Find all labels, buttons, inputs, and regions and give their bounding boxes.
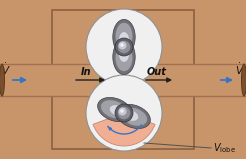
Ellipse shape bbox=[0, 64, 4, 96]
Ellipse shape bbox=[126, 112, 133, 118]
Ellipse shape bbox=[116, 45, 132, 71]
Ellipse shape bbox=[123, 110, 138, 121]
Bar bbox=[0, 64, 246, 96]
Ellipse shape bbox=[116, 104, 150, 128]
Ellipse shape bbox=[110, 105, 125, 116]
Text: $V_\mathrm{lobe}$: $V_\mathrm{lobe}$ bbox=[213, 141, 236, 155]
Circle shape bbox=[86, 9, 162, 85]
Ellipse shape bbox=[101, 100, 126, 118]
Text: $\dot{V}$: $\dot{V}$ bbox=[235, 62, 245, 77]
Circle shape bbox=[120, 109, 124, 113]
Wedge shape bbox=[93, 113, 155, 146]
Ellipse shape bbox=[113, 39, 135, 75]
Text: Out: Out bbox=[147, 67, 167, 77]
Circle shape bbox=[115, 104, 133, 122]
Ellipse shape bbox=[113, 19, 135, 55]
Bar bbox=[52, 10, 194, 149]
Ellipse shape bbox=[121, 38, 127, 45]
Ellipse shape bbox=[119, 32, 129, 48]
Ellipse shape bbox=[242, 64, 246, 96]
Ellipse shape bbox=[98, 97, 132, 122]
Ellipse shape bbox=[122, 108, 147, 126]
Circle shape bbox=[86, 75, 162, 151]
Circle shape bbox=[120, 43, 124, 47]
Circle shape bbox=[115, 38, 133, 56]
Text: In: In bbox=[81, 67, 91, 77]
Circle shape bbox=[118, 107, 130, 119]
Ellipse shape bbox=[121, 49, 127, 56]
Ellipse shape bbox=[116, 23, 132, 49]
Text: $\dot{V}$: $\dot{V}$ bbox=[1, 62, 11, 77]
Ellipse shape bbox=[119, 46, 129, 62]
Ellipse shape bbox=[115, 108, 122, 114]
Circle shape bbox=[119, 107, 126, 116]
Circle shape bbox=[118, 41, 130, 53]
Circle shape bbox=[119, 41, 126, 50]
